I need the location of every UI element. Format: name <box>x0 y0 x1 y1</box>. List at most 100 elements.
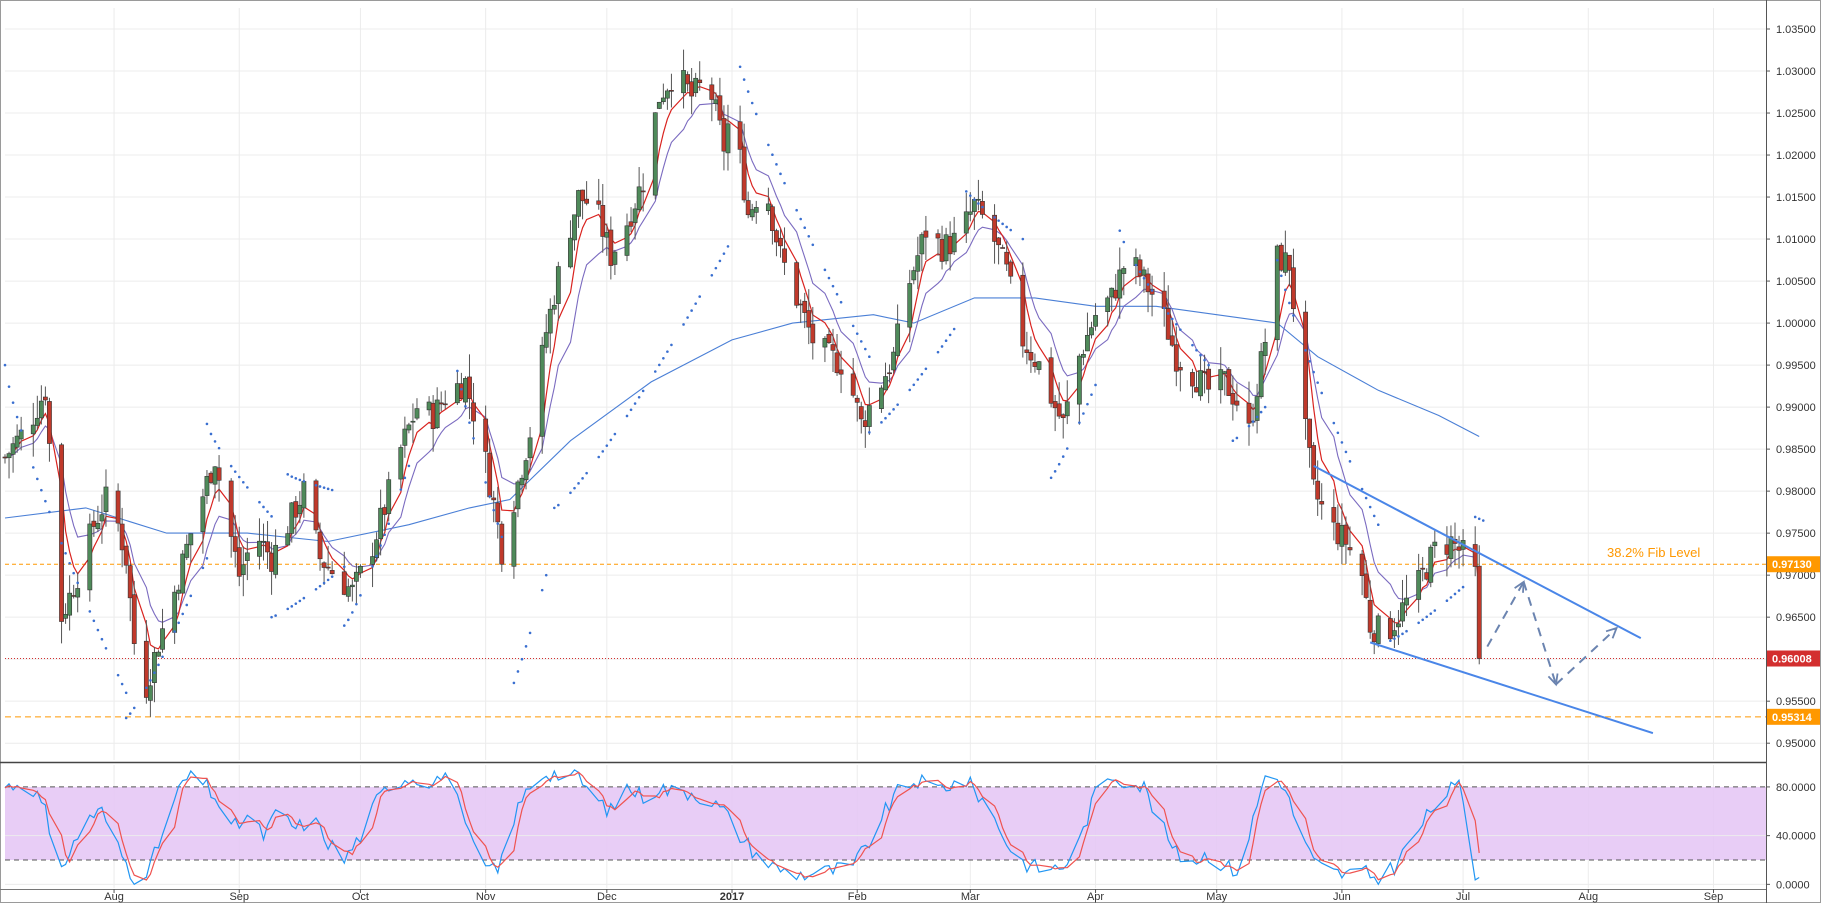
candle-body <box>717 95 723 121</box>
date-tick-label: 2017 <box>720 891 744 903</box>
sar-dot <box>718 259 722 263</box>
candle-body <box>1472 544 1478 567</box>
candle-body <box>1198 370 1203 397</box>
sar-dot <box>92 619 96 623</box>
candle-body <box>1064 401 1070 417</box>
candle-body <box>1278 244 1284 271</box>
date-tick-label: Sep <box>1704 891 1724 903</box>
candle-body <box>321 562 327 568</box>
projection-arrow-segment <box>1555 627 1618 686</box>
sar-dot <box>1473 515 1477 519</box>
candle-body <box>115 490 121 524</box>
sar-dot <box>399 488 403 491</box>
sar-dot <box>258 500 261 504</box>
sar-dot <box>1348 460 1352 463</box>
candle-body <box>992 214 997 242</box>
sar-dot <box>153 671 156 674</box>
sar-dot <box>88 610 92 613</box>
candle-body <box>1303 311 1308 420</box>
sar-dot <box>213 440 217 443</box>
candle-body <box>38 400 44 419</box>
sar-dot <box>1251 420 1255 423</box>
sar-dot <box>387 522 391 526</box>
sar-dot <box>484 481 487 484</box>
sar-dot <box>209 432 213 436</box>
sar-dot <box>969 194 972 197</box>
candle-body <box>854 397 860 403</box>
candle-body <box>947 236 953 255</box>
projection-arrow-segment <box>1486 581 1525 648</box>
sar-dot <box>750 101 754 105</box>
sar-dot <box>1393 637 1396 640</box>
candle-body <box>822 338 828 348</box>
candle-body <box>1291 267 1296 310</box>
sar-dot <box>1166 312 1170 315</box>
candle-body <box>467 376 472 399</box>
axes: 1.03500 1.03000 1.02500 1.02000 1.01500 1.010… <box>104 24 1820 903</box>
candle-body <box>1161 290 1167 309</box>
sar-dot <box>1336 431 1340 435</box>
candle-body <box>862 420 868 427</box>
sar-dot <box>952 327 956 331</box>
sar-dot <box>407 464 411 468</box>
candle-body <box>1234 400 1240 406</box>
candle-body <box>584 198 590 204</box>
price-levels <box>5 563 1766 718</box>
candle-body <box>370 556 375 565</box>
candle-body <box>798 303 804 306</box>
candle-body <box>519 477 525 486</box>
sar-dot <box>1065 447 1069 450</box>
sar-dot <box>1259 410 1263 414</box>
sar-dot <box>633 402 637 405</box>
candle-body <box>232 536 238 552</box>
sar-dot <box>1405 629 1408 633</box>
candle-body <box>951 232 957 253</box>
lower-trendline <box>1369 641 1654 735</box>
candle-body <box>1424 572 1430 580</box>
sar-dot <box>795 208 798 212</box>
sar-dot <box>1275 258 1279 262</box>
sar-dot <box>246 486 249 489</box>
candle-body <box>1371 633 1377 643</box>
candle-body <box>341 571 347 595</box>
sar-dot <box>864 347 867 351</box>
candle-body <box>753 207 759 213</box>
sar-dot <box>347 618 350 622</box>
candle-body <box>1254 396 1260 421</box>
sar-dot <box>1199 353 1202 357</box>
candle-body <box>604 232 610 238</box>
sar-dot <box>383 533 386 537</box>
candle-body <box>572 214 577 241</box>
sar-dot <box>940 345 944 348</box>
sar-dot <box>189 594 193 598</box>
candle-body <box>1165 308 1171 340</box>
candle-body <box>1032 361 1038 367</box>
sar-dot <box>403 476 407 480</box>
candle-body <box>967 211 973 215</box>
sar-dot <box>520 657 524 661</box>
date-tick-label: Dec <box>597 891 617 903</box>
sar-dot <box>880 421 883 424</box>
candle-body <box>459 383 464 399</box>
price-tick-label: 0.97000 <box>1776 570 1816 582</box>
sar-dot <box>1344 450 1348 454</box>
sar-dot <box>771 153 774 157</box>
sar-dot <box>973 198 976 201</box>
sar-dot <box>868 431 871 434</box>
sar-dot <box>601 450 605 453</box>
candle-body <box>1286 254 1292 271</box>
candle-body <box>568 237 573 268</box>
sar-dot <box>302 480 306 483</box>
sar-dot <box>722 252 726 255</box>
candle-body <box>30 424 36 435</box>
sar-dot <box>468 421 471 424</box>
sar-dot <box>496 522 500 525</box>
candle-body <box>624 225 630 256</box>
sar-dot <box>625 414 629 418</box>
candle-body <box>866 405 872 427</box>
candle-body <box>1048 357 1054 404</box>
candle-body <box>1230 393 1236 405</box>
candle-body <box>148 685 153 701</box>
stoch-d-line <box>4 771 1480 881</box>
sar-dot <box>577 482 580 485</box>
